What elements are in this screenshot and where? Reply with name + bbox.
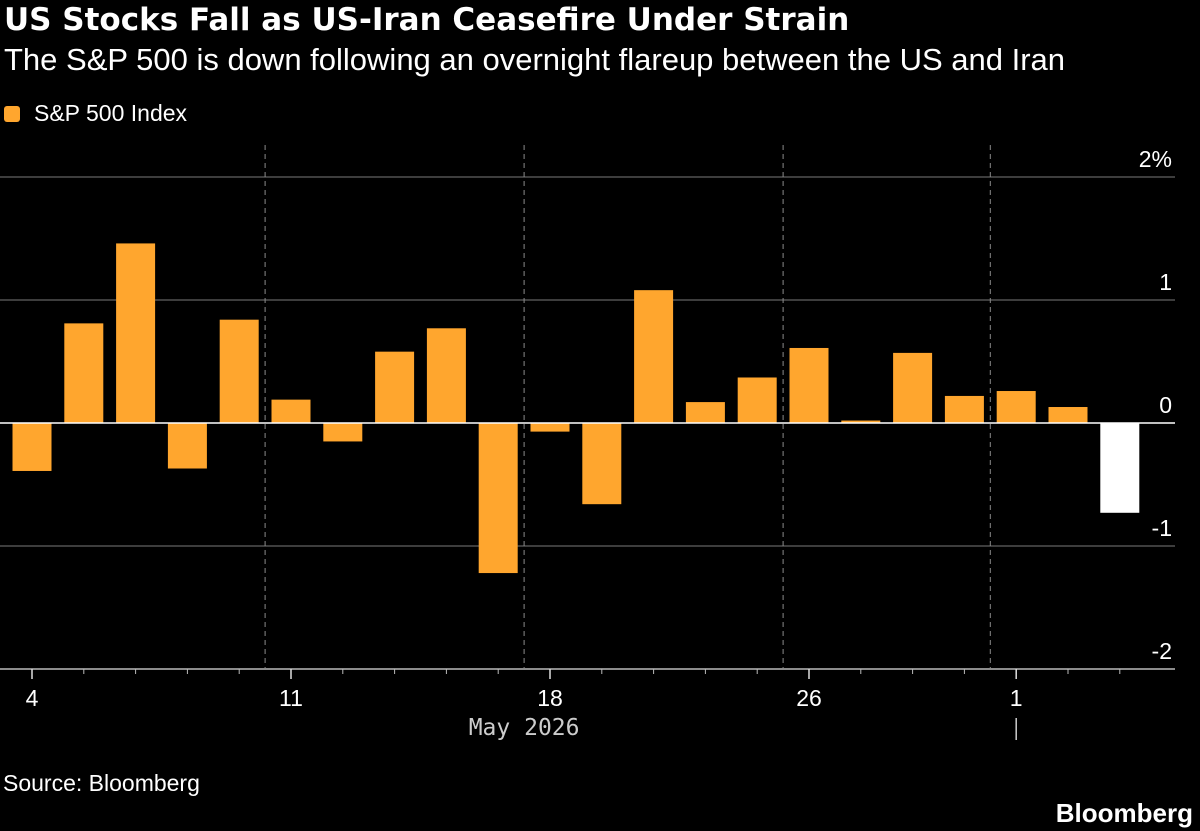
legend-swatch <box>4 105 20 122</box>
x-tick-label-11: 11 <box>279 685 303 711</box>
bar-2026-05-26 <box>789 347 829 423</box>
bar-2026-05-18 <box>530 423 570 432</box>
bar-2026-05-21 <box>685 402 725 423</box>
x-tick-label-1: 1 <box>1010 685 1023 711</box>
bar-2026-05-08 <box>219 319 259 423</box>
bar-2026-05-13 <box>375 351 415 423</box>
bar-2026-05-14 <box>426 328 466 423</box>
bar-2026-05-04 <box>12 423 52 471</box>
bar-2026-05-06 <box>116 243 156 423</box>
chart-subtitle: The S&P 500 is down following an overnig… <box>4 42 1065 77</box>
y-tick-label: 0 <box>1159 392 1172 418</box>
source-note: Source: Bloomberg <box>3 770 200 796</box>
legend-label: S&P 500 Index <box>34 100 188 126</box>
x-tick-label-26: 26 <box>796 685 822 711</box>
legend: S&P 500 Index <box>4 100 187 127</box>
x-tick-label-18: 18 <box>537 685 563 711</box>
y-tick-label: -2 <box>1152 638 1172 664</box>
bar-2026-05-12 <box>323 423 363 442</box>
bar-2026-05-11 <box>271 399 311 423</box>
bar-2026-06-03 <box>1100 423 1140 513</box>
y-tick-label: 2% <box>1139 146 1172 172</box>
y-tick-label: -1 <box>1152 515 1172 541</box>
bar-2026-05-20 <box>634 290 674 423</box>
bar-2026-05-29 <box>944 395 984 423</box>
bar-2026-05-19 <box>582 423 622 505</box>
bar-2026-06-02 <box>1048 407 1088 423</box>
bar-2026-06-01 <box>996 391 1036 423</box>
bar-chart: 2% 1 0 -1 -2 4 11 18 26 1 May 2026 <box>0 145 1175 741</box>
bar-2026-05-15 <box>478 423 518 574</box>
month-label: May 2026 <box>469 715 580 741</box>
chart-title: US Stocks Fall as US-Iran Ceasefire Unde… <box>4 2 850 38</box>
bar-2026-05-28 <box>893 352 933 423</box>
y-tick-label: 1 <box>1159 269 1172 295</box>
x-tick-label-4: 4 <box>26 685 39 711</box>
bar-2026-05-07 <box>167 423 207 469</box>
bar-2026-05-27 <box>841 420 881 423</box>
bloomberg-logo: Bloomberg <box>1055 798 1193 828</box>
bar-2026-05-22 <box>737 377 777 423</box>
bar-2026-05-05 <box>64 323 104 423</box>
